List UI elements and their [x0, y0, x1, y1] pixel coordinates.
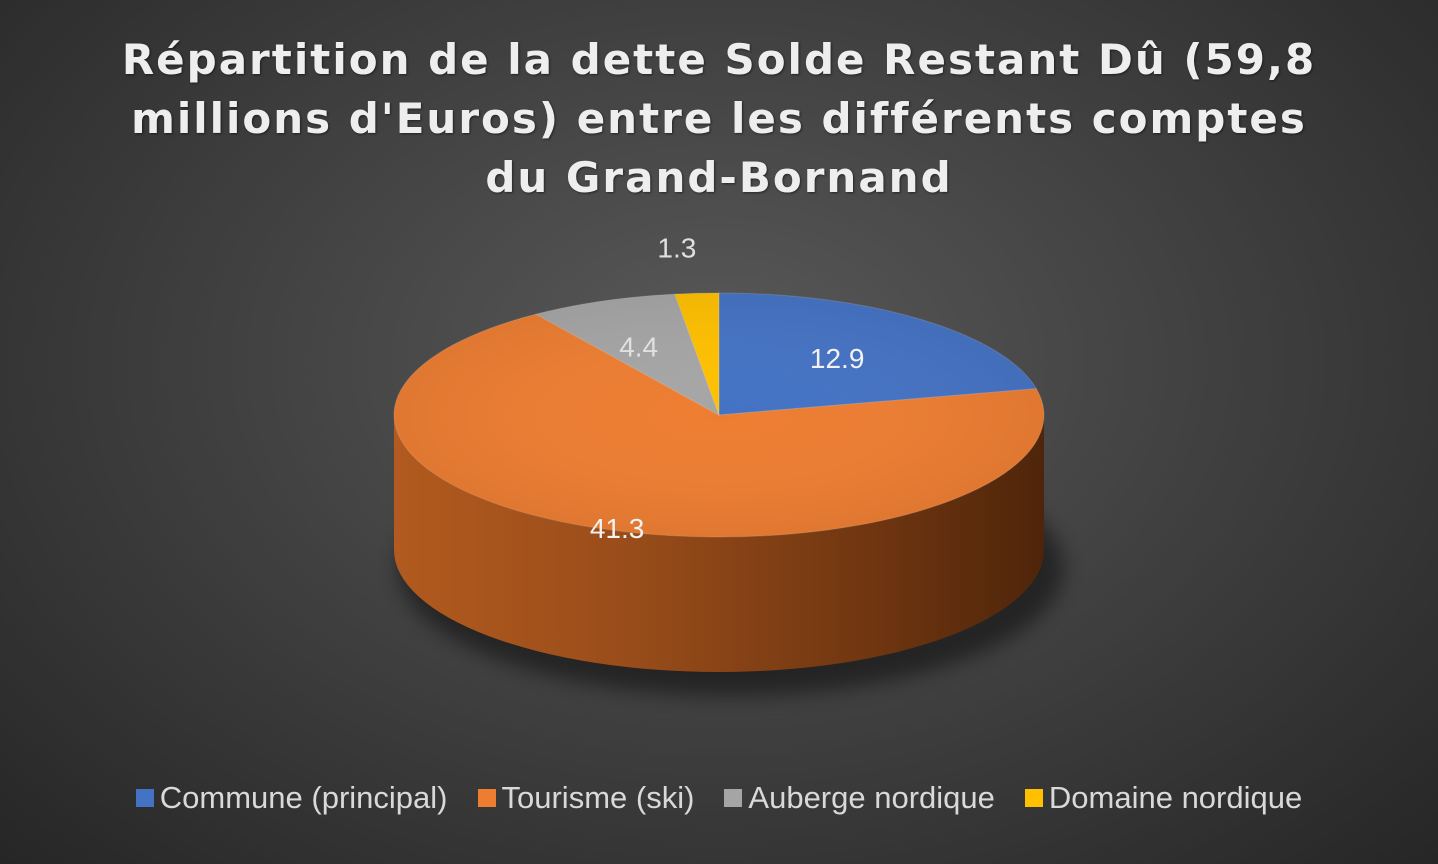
chart-title-line: Répartition de la dette Solde Restant Dû…	[121, 35, 1317, 84]
label-commune: 12.9	[810, 343, 865, 374]
chart-title-line: millions d'Euros) entre les différents c…	[131, 94, 1307, 143]
legend-swatch	[135, 789, 154, 807]
legend-item-domaine: Domaine nordique	[1024, 780, 1303, 816]
legend-label: Auberge nordique	[748, 780, 995, 815]
pie-top-shading	[394, 293, 1044, 537]
legend-item-commune: Commune (principal)	[135, 780, 448, 816]
label-tourisme: 41.3	[590, 513, 645, 544]
legend-item-auberge: Auberge nordique	[724, 780, 995, 816]
chart-title-line: du Grand-Bornand	[485, 153, 953, 202]
legend-label: Commune (principal)	[159, 780, 448, 815]
label-domaine: 1.3	[657, 232, 696, 263]
chart-title: Répartition de la dette Solde Restant Dû…	[0, 30, 1438, 207]
slice-tourisme-side	[394, 415, 1044, 672]
legend: Commune (principal) Tourisme (ski) Auber…	[0, 780, 1438, 816]
pie-top	[393, 292, 1045, 538]
legend-swatch	[724, 789, 743, 807]
legend-label: Domaine nordique	[1048, 780, 1303, 815]
legend-swatch	[477, 789, 496, 807]
pie-labels: 12.9 41.3 4.4 1.3	[590, 232, 865, 544]
legend-item-tourisme: Tourisme (ski)	[477, 780, 695, 816]
legend-label: Tourisme (ski)	[501, 780, 695, 815]
legend-swatch	[1024, 789, 1043, 807]
label-auberge: 4.4	[619, 331, 658, 362]
pie-side	[394, 415, 1044, 672]
